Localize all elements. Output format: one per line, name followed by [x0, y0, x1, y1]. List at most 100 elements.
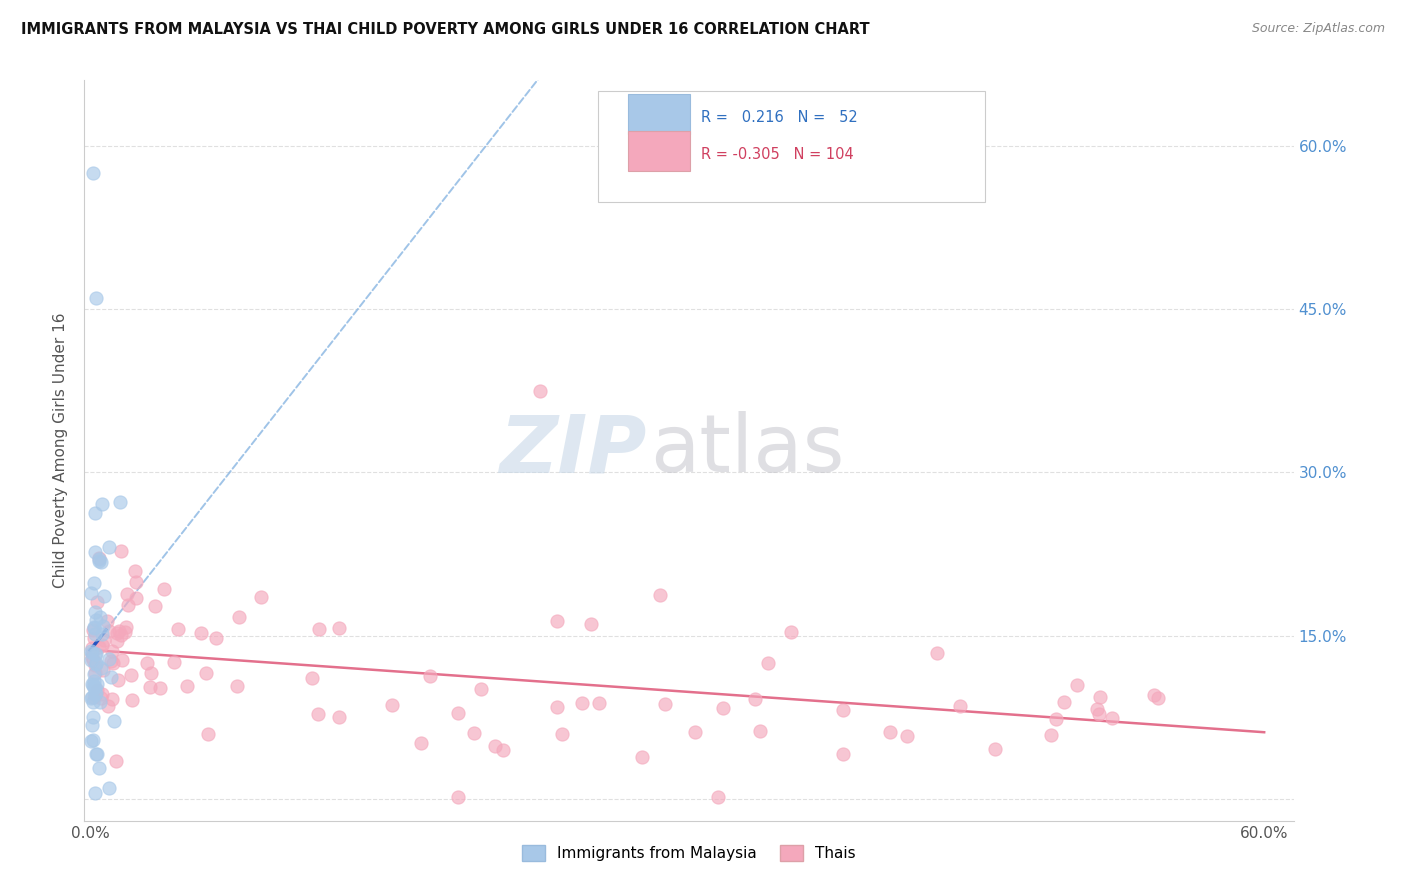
Point	[84, 545, 107, 559]
Point	[1088, 690, 1111, 705]
Point	[86, 747, 108, 761]
Point	[80, 646, 103, 660]
Point	[100, 692, 122, 706]
Point	[96, 614, 118, 628]
Point	[124, 575, 146, 590]
Point	[711, 701, 734, 715]
Point	[107, 673, 129, 688]
Point	[307, 707, 329, 722]
Point	[546, 700, 568, 714]
Text: R =   0.216   N =   52: R = 0.216 N = 52	[702, 110, 858, 125]
Point	[749, 723, 772, 738]
Point	[89, 695, 111, 709]
Point	[108, 624, 131, 639]
Point	[84, 657, 107, 671]
Point	[197, 727, 219, 741]
Point	[683, 725, 706, 739]
Point	[328, 622, 350, 636]
Point	[83, 605, 105, 619]
Point	[1088, 707, 1111, 722]
Point	[82, 653, 104, 667]
Point	[101, 657, 124, 671]
Point	[103, 714, 125, 728]
Point	[630, 750, 652, 764]
Point	[87, 640, 110, 654]
Point	[492, 743, 515, 757]
Point	[84, 786, 107, 800]
Point	[136, 657, 159, 671]
Point	[90, 691, 112, 706]
Text: atlas: atlas	[650, 411, 845, 490]
Point	[832, 747, 855, 761]
Point	[80, 690, 103, 705]
Point	[84, 665, 107, 680]
Point	[97, 651, 120, 665]
Point	[195, 666, 218, 681]
Point	[780, 624, 803, 639]
Point	[83, 690, 105, 705]
Point	[529, 384, 551, 398]
Point	[124, 591, 146, 606]
Point	[84, 686, 107, 700]
Point	[84, 657, 107, 672]
Point	[419, 669, 441, 683]
Point	[98, 624, 121, 639]
Point	[105, 634, 128, 648]
Point	[90, 687, 112, 701]
Point	[546, 614, 568, 628]
Point	[301, 671, 323, 685]
Point	[82, 641, 104, 656]
Point	[484, 739, 506, 754]
Point	[84, 687, 107, 701]
Point	[90, 638, 112, 652]
Point	[949, 699, 972, 714]
Point	[83, 506, 105, 520]
Point	[110, 544, 132, 558]
Point	[648, 588, 671, 602]
Point	[463, 726, 485, 740]
Point	[100, 670, 122, 684]
Point	[551, 727, 574, 741]
Point	[149, 681, 172, 695]
Point	[82, 733, 104, 747]
Point	[105, 625, 128, 640]
Text: R = -0.305   N = 104: R = -0.305 N = 104	[702, 147, 853, 161]
Point	[87, 554, 110, 568]
Point	[83, 620, 105, 634]
Point	[82, 678, 104, 692]
Point	[1045, 712, 1067, 726]
Legend: Immigrants from Malaysia, Thais: Immigrants from Malaysia, Thais	[522, 845, 856, 861]
Point	[83, 681, 105, 695]
Text: ZIP: ZIP	[499, 411, 647, 490]
Point	[111, 653, 134, 667]
FancyBboxPatch shape	[628, 131, 690, 171]
Point	[1066, 678, 1088, 692]
Point	[80, 586, 103, 600]
Point	[93, 633, 115, 648]
Point	[87, 552, 110, 566]
Point	[117, 598, 139, 612]
Point	[228, 610, 250, 624]
Point	[108, 495, 131, 509]
Point	[82, 649, 104, 664]
Point	[84, 647, 107, 661]
Point	[100, 655, 122, 669]
Point	[588, 696, 610, 710]
Point	[579, 616, 602, 631]
Point	[1039, 728, 1062, 742]
Point	[89, 610, 111, 624]
Point	[409, 736, 432, 750]
Point	[82, 676, 104, 690]
Point	[110, 628, 132, 642]
Point	[225, 679, 247, 693]
Point	[90, 626, 112, 640]
Point	[328, 710, 350, 724]
Point	[249, 591, 271, 605]
Point	[98, 780, 121, 795]
Point	[90, 555, 112, 569]
Point	[205, 631, 228, 645]
Point	[470, 682, 492, 697]
Point	[89, 550, 111, 565]
Point	[983, 742, 1005, 756]
Point	[86, 594, 108, 608]
